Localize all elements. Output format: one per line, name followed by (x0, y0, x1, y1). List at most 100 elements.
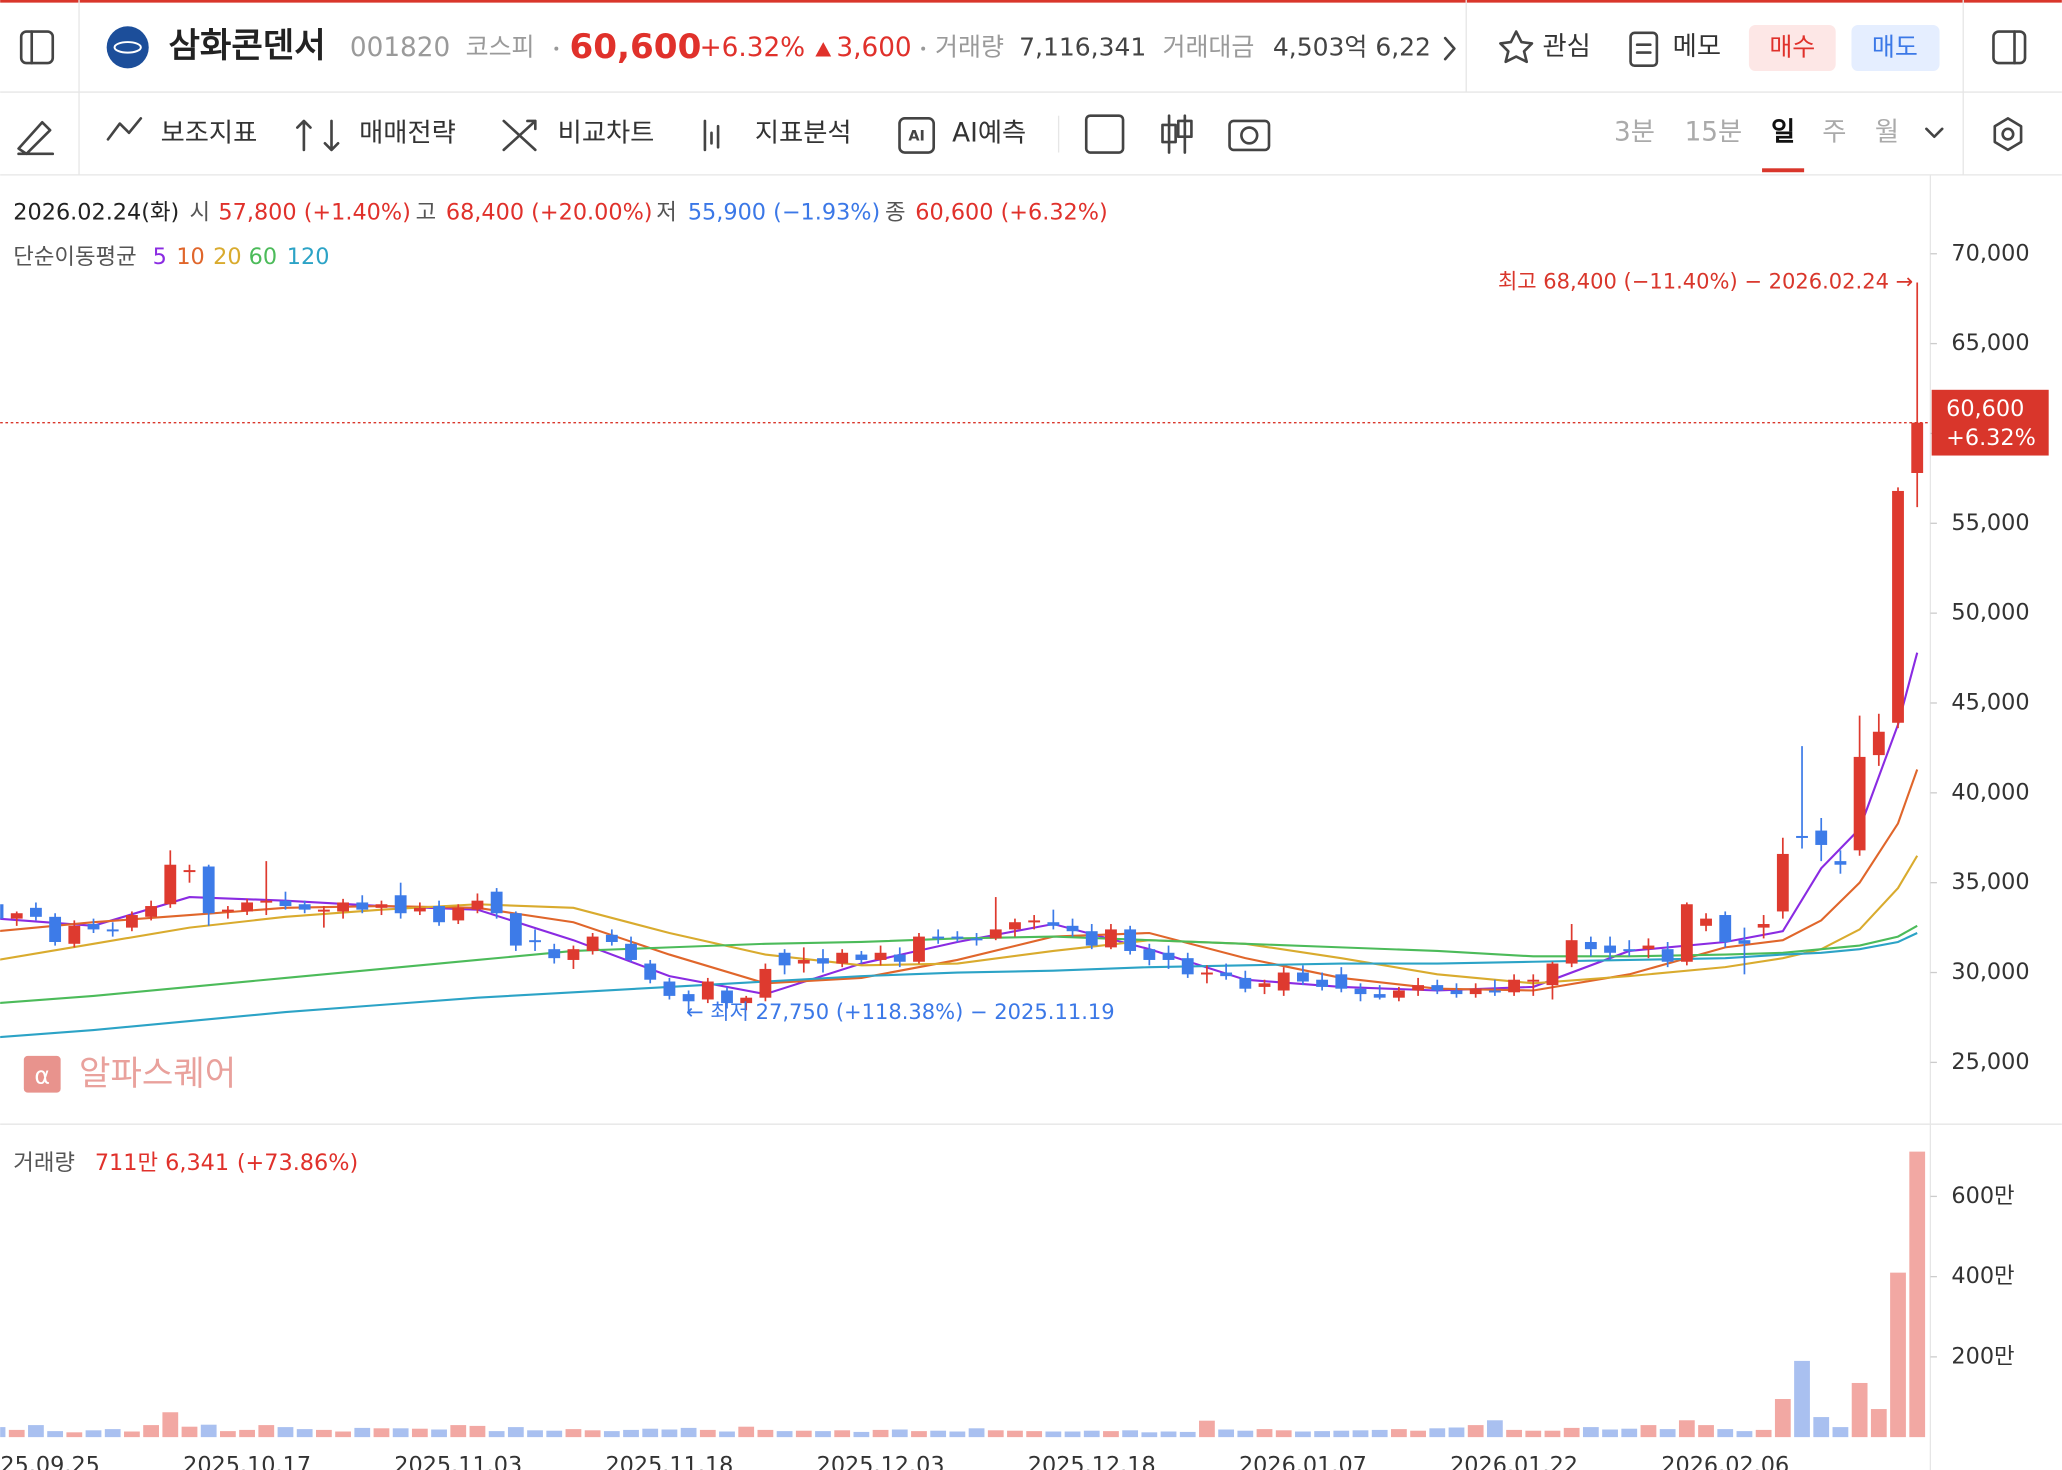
volume-bar (124, 1431, 140, 1438)
candle-body (1392, 990, 1405, 998)
x-tick-label: 2025.10.17 (183, 1453, 311, 1470)
candle-body (1757, 924, 1770, 928)
ma-legend: 120 (287, 244, 330, 270)
candle-body (0, 904, 4, 919)
volume-bar (757, 1429, 774, 1438)
candle-body (433, 906, 445, 923)
logo-mark (113, 41, 142, 54)
candle-body (471, 900, 484, 910)
draw-icon[interactable] (17, 120, 55, 156)
period-active-underline (1762, 168, 1805, 173)
volume-bar (1467, 1425, 1484, 1438)
tool-button[interactable]: AI예측 (952, 119, 1026, 149)
candle-body (1009, 922, 1021, 930)
period-button[interactable]: 월 (1875, 117, 1899, 147)
candle-body (932, 936, 945, 939)
volume-bar (1218, 1429, 1235, 1438)
volume-bar (1141, 1432, 1158, 1438)
sell-button-bg[interactable] (1851, 24, 1940, 72)
volume-bar (411, 1428, 428, 1438)
amount: 4,503억 6,22 (1273, 33, 1431, 62)
volume-bar (1794, 1360, 1810, 1438)
volume-bar (1410, 1430, 1426, 1438)
company-logo (106, 26, 149, 69)
volume-bar (431, 1429, 447, 1438)
candle-body (1201, 972, 1213, 975)
more-chevron[interactable] (1443, 36, 1456, 61)
volume-bar (1870, 1409, 1887, 1438)
volume-bar (1774, 1399, 1791, 1438)
volume-bar (1064, 1431, 1081, 1438)
period-button[interactable]: 주 (1822, 117, 1846, 147)
panel-toggle[interactable] (1992, 30, 2027, 65)
candle-body (260, 900, 273, 903)
volume-bar (603, 1431, 620, 1438)
candle-body (855, 954, 868, 960)
sidebar-toggle[interactable] (19, 30, 55, 65)
volume-info-value: 711만 6,341 (95, 1150, 229, 1176)
candle-body (125, 915, 138, 928)
volume-bar (258, 1425, 275, 1438)
settings-icon[interactable] (1993, 117, 2023, 152)
period-button[interactable]: 15분 (1685, 117, 1743, 147)
candle-body (1143, 949, 1156, 960)
candle-body (1488, 990, 1501, 993)
tool-button[interactable]: 비교차트 (558, 119, 655, 149)
candle-body (1296, 972, 1309, 982)
candle-body (548, 949, 561, 959)
volume-bar (1525, 1430, 1542, 1438)
plot (0, 282, 1926, 1438)
candle-body (337, 902, 349, 912)
candle-body (759, 968, 772, 998)
volume-bar (949, 1431, 966, 1438)
ma-label: 단순이동평균 (13, 244, 136, 270)
candle-body (1066, 925, 1079, 932)
volume-bar (1563, 1427, 1580, 1438)
dot (921, 46, 926, 51)
buy-button-bg[interactable] (1748, 24, 1836, 72)
buy-button[interactable]: 매수 (1769, 33, 1815, 62)
candle-body (1258, 983, 1271, 987)
volume-bar (28, 1425, 44, 1438)
volume-bar (661, 1429, 678, 1438)
market: 코스피 (466, 33, 535, 62)
candle-body (106, 929, 119, 932)
period-button[interactable]: 일 (1771, 117, 1795, 147)
candle-body (567, 949, 580, 960)
price-tag-bg (1931, 389, 2049, 456)
volume-bar (930, 1430, 947, 1438)
memo-button[interactable]: 메모 (1673, 32, 1721, 62)
volume-bar (373, 1428, 390, 1438)
volume-bar (8, 1429, 25, 1438)
candle-body (1047, 922, 1060, 926)
memo-icon[interactable] (1629, 31, 1659, 68)
volume-bar (1621, 1428, 1638, 1438)
layout-icon[interactable] (1084, 114, 1125, 154)
candle-body (1661, 949, 1674, 962)
volume-bar (1717, 1429, 1734, 1438)
period-chevron[interactable] (1925, 127, 1944, 139)
tool-button[interactable]: 보조지표 (161, 119, 258, 149)
price: 60,600 (569, 27, 701, 67)
info-close: 60,600 (+6.32%) (915, 200, 1107, 226)
tool-button[interactable]: 매매전략 (359, 119, 456, 149)
watermark-icon-glyph: α (34, 1061, 50, 1089)
candle-body (1776, 853, 1789, 912)
x-tick-label: 2026.01.07 (1239, 1453, 1367, 1470)
volume-bar (834, 1430, 851, 1438)
candle-body (1853, 756, 1866, 851)
sell-button[interactable]: 매도 (1872, 33, 1918, 62)
volume-info-label: 거래량 (13, 1150, 75, 1176)
camera-icon[interactable] (1228, 119, 1271, 152)
candle-body (740, 997, 753, 1004)
period-button[interactable]: 3분 (1614, 117, 1655, 147)
volume-bar (911, 1431, 927, 1438)
tool-button[interactable]: 지표분석 (755, 119, 852, 149)
candle-body (1719, 915, 1732, 942)
star-icon[interactable] (1499, 30, 1534, 64)
volume-bar (104, 1429, 121, 1438)
candle-body (183, 870, 196, 873)
candle-body (394, 895, 407, 914)
watch-button[interactable]: 관심 (1542, 32, 1590, 62)
